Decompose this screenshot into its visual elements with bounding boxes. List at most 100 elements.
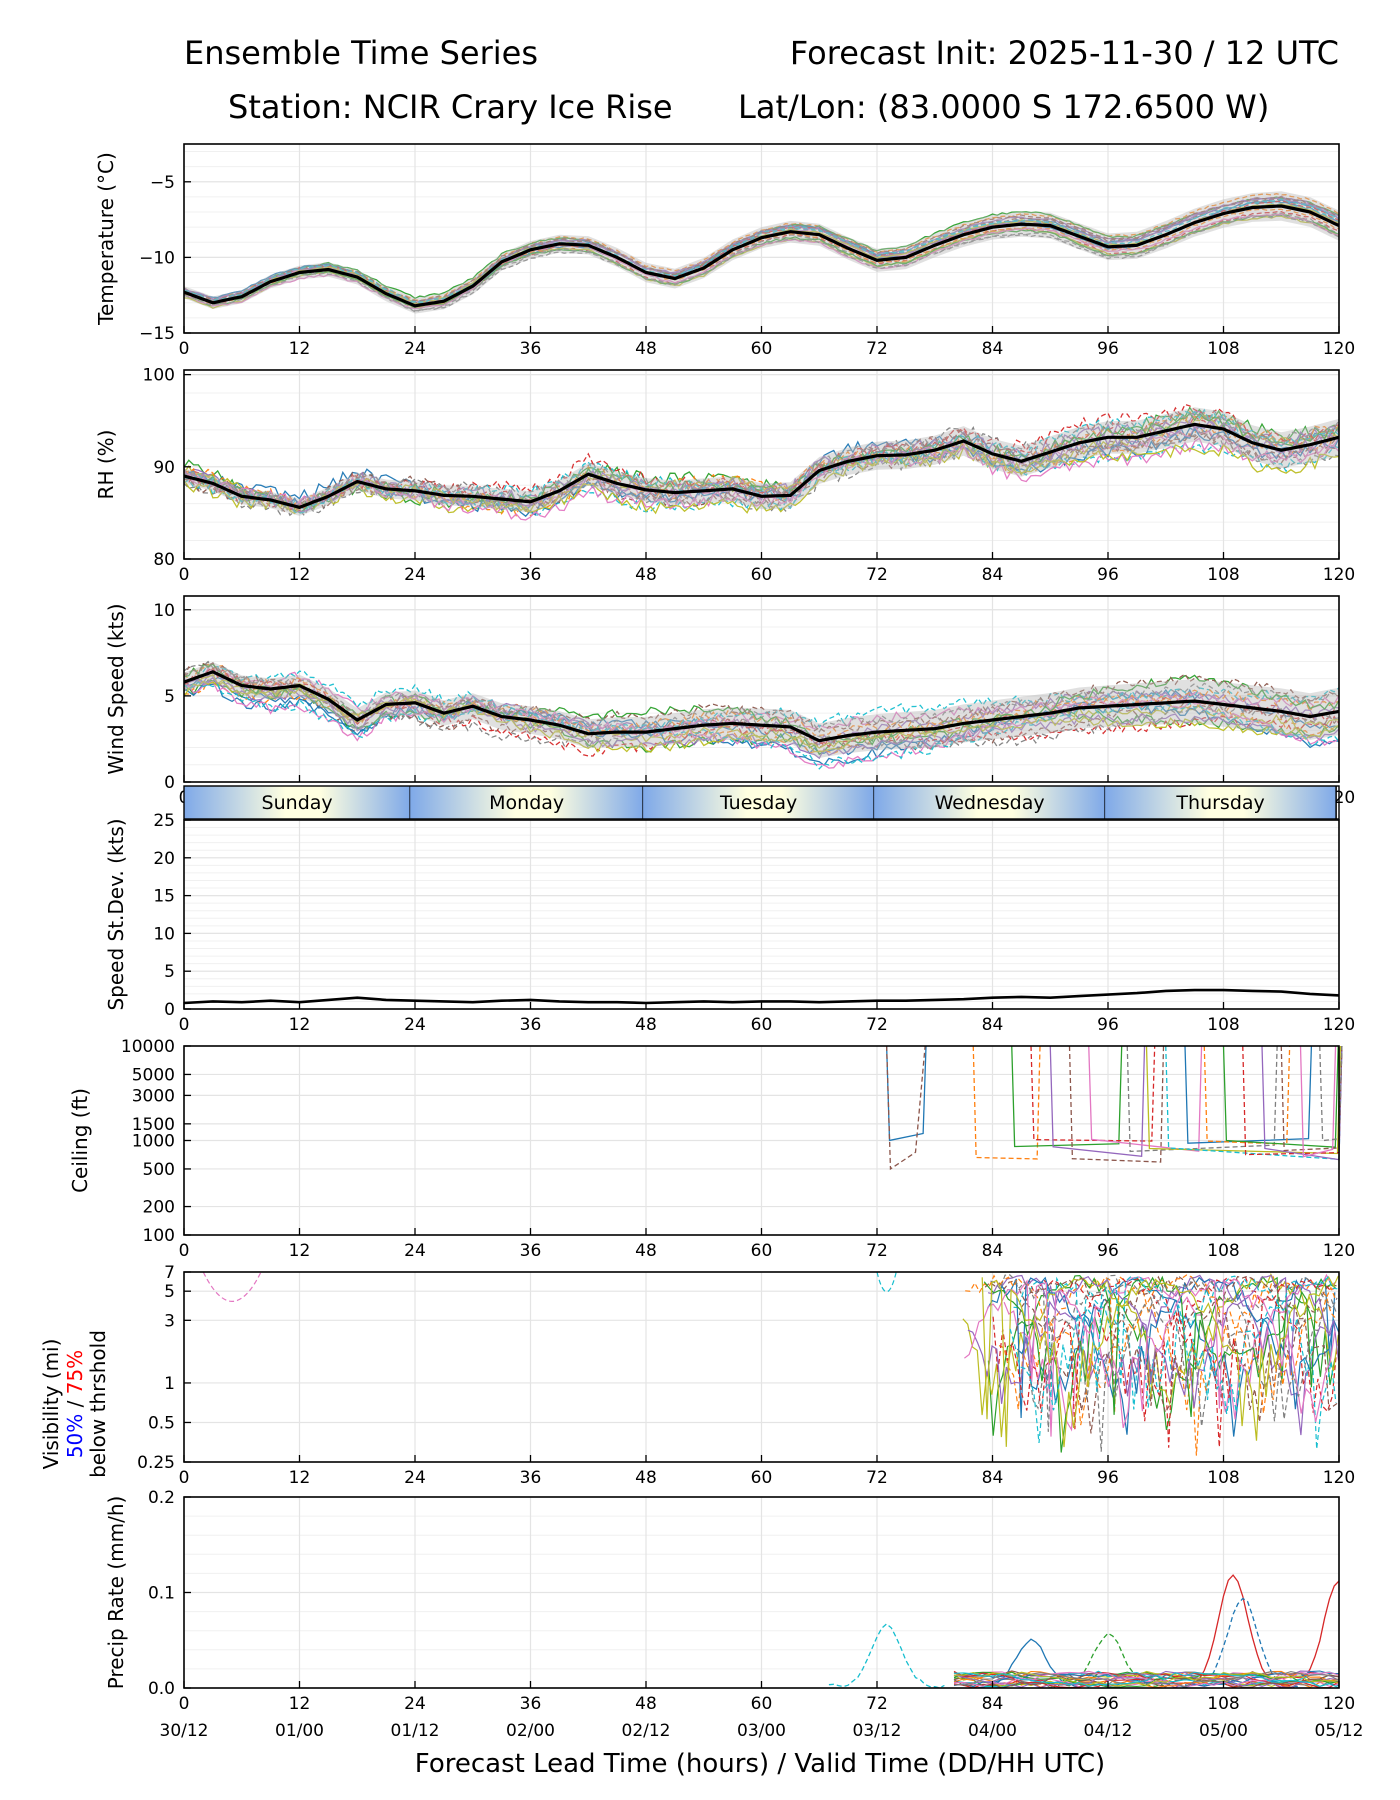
wind-member-line xyxy=(183,680,1340,753)
day-strip-segment xyxy=(184,786,411,819)
rh-xtick-label: 84 xyxy=(982,565,1004,585)
day-strip-segment xyxy=(643,786,875,819)
stdev-ytick-label: 20 xyxy=(153,849,175,869)
stdev-ytick-label: 0 xyxy=(164,1000,175,1020)
precip-ytick-label: 0.0 xyxy=(148,1679,175,1699)
visibility-xtick-label: 0 xyxy=(179,1468,190,1488)
rh-xtick-label: 0 xyxy=(179,565,190,585)
stdev-axes xyxy=(183,819,1340,1010)
rh-xtick-label: 48 xyxy=(635,565,657,585)
precip-member-line xyxy=(1280,1580,1340,1689)
temperature-xtick-label: 72 xyxy=(866,339,888,359)
precip-xtick-label: 60 xyxy=(751,1694,773,1714)
wind-ytick-label: 5 xyxy=(164,687,175,707)
visibility-member-line xyxy=(990,1274,1338,1452)
visibility-members xyxy=(202,1271,1340,1456)
ceiling-ytick-label: 10000 xyxy=(121,1037,175,1057)
valid-time-label: 05/00 xyxy=(1199,1721,1248,1741)
wind-member-line xyxy=(183,663,1340,734)
precip-member-line xyxy=(953,1670,1340,1689)
stdev-xtick-label: 48 xyxy=(635,1015,657,1035)
visibility-xtick-label: 24 xyxy=(404,1468,426,1488)
precip-xtick-label: 84 xyxy=(982,1694,1004,1714)
ceiling-member-line xyxy=(1011,1045,1123,1148)
visibility-member-line xyxy=(876,1271,897,1293)
wind-spread-band xyxy=(184,662,1339,758)
day-strip-segment xyxy=(874,786,1106,819)
visibility-xtick-label: 108 xyxy=(1207,1468,1239,1488)
visibility-ylabel-line1: Visibility (mi) xyxy=(39,1339,63,1470)
stdev-xtick-label: 84 xyxy=(982,1015,1004,1035)
rh-members xyxy=(183,403,1340,521)
valid-time-label: 04/12 xyxy=(1084,1721,1133,1741)
forecast-init: Forecast Init: 2025-11-30 / 12 UTC xyxy=(790,34,1339,72)
stdev-ylabel: Speed St.Dev. (kts) xyxy=(104,818,128,1010)
stdev-xtick-label: 108 xyxy=(1207,1015,1239,1035)
visibility-ytick-label: 0.25 xyxy=(137,1453,175,1473)
ceiling-ytick-label: 1000 xyxy=(132,1132,175,1152)
ceiling-xtick-label: 60 xyxy=(751,1241,773,1261)
temperature-xtick-label: 48 xyxy=(635,339,657,359)
valid-time-label: 03/00 xyxy=(737,1721,786,1741)
ceiling-xtick-label: 108 xyxy=(1207,1241,1239,1261)
valid-time-label: 30/12 xyxy=(160,1721,209,1741)
visibility-member-line xyxy=(983,1275,1336,1453)
ceiling-xtick-label: 36 xyxy=(520,1241,542,1261)
precip-member-line xyxy=(953,1671,1340,1689)
precip-ytick-label: 0.2 xyxy=(148,1488,175,1508)
visibility-ytick-label: 7 xyxy=(164,1263,175,1283)
stdev-xtick-label: 60 xyxy=(751,1015,773,1035)
visibility-xtick-label: 48 xyxy=(635,1468,657,1488)
visibility-ytick-label: 0.5 xyxy=(148,1413,175,1433)
visibility-member-line xyxy=(202,1271,262,1302)
wind-member-line xyxy=(183,676,1340,760)
stdev-xtick-label: 72 xyxy=(866,1015,888,1035)
ceiling-xtick-label: 0 xyxy=(179,1241,190,1261)
rh-ytick-label: 80 xyxy=(153,550,175,570)
visibility-xtick-label: 72 xyxy=(866,1468,888,1488)
wind-ylabel: Wind Speed (kts) xyxy=(104,603,128,774)
valid-time-label: 02/12 xyxy=(622,1721,671,1741)
temperature-xtick-label: 0 xyxy=(179,339,190,359)
ceiling-member-line xyxy=(1088,1045,1203,1152)
ceiling-member-line xyxy=(1242,1045,1343,1156)
temperature-xtick-label: 12 xyxy=(289,339,311,359)
precip-member-line xyxy=(828,1623,945,1689)
rh-ensemble-mean-line xyxy=(183,422,1340,510)
stdev-xtick-label: 24 xyxy=(404,1015,426,1035)
day-label: Thursday xyxy=(1175,792,1264,814)
ceiling-member-line xyxy=(1126,1045,1278,1153)
visibility-member-line xyxy=(981,1275,1339,1448)
visibility-member-line xyxy=(964,1278,1336,1437)
ceiling-member-line xyxy=(885,1045,927,1142)
wind-members xyxy=(183,660,1340,770)
ceiling-xtick-label: 24 xyxy=(404,1241,426,1261)
temperature-ytick-label: −5 xyxy=(150,173,175,193)
wind-member-line xyxy=(183,662,1340,733)
visibility-xtick-label: 60 xyxy=(751,1468,773,1488)
temperature-member-line xyxy=(183,198,1340,304)
valid-time-label: 04/00 xyxy=(968,1721,1017,1741)
visibility-member-line xyxy=(1009,1275,1338,1444)
p75-label: 75% xyxy=(63,1350,87,1394)
precip-xtick-label: 0 xyxy=(179,1694,190,1714)
visibility-ytick-label: 5 xyxy=(164,1282,175,1302)
wind-member-line xyxy=(183,660,1340,752)
temperature-xtick-label: 108 xyxy=(1207,339,1239,359)
ceiling-ylabel: Ceiling (ft) xyxy=(68,1088,92,1193)
ceiling-axes xyxy=(183,1045,1340,1236)
stdev-line xyxy=(183,988,1340,1005)
ceiling-member-line xyxy=(885,1045,926,1171)
rh-spread-band xyxy=(184,407,1339,516)
temperature-xtick-label: 96 xyxy=(1097,339,1119,359)
day-label: Wednesday xyxy=(935,792,1045,814)
stdev-xtick-label: 0 xyxy=(179,1015,190,1035)
ceiling-ytick-label: 3000 xyxy=(132,1086,175,1106)
visibility-member-line xyxy=(986,1276,1340,1435)
ceiling-member-line xyxy=(1030,1045,1156,1142)
stdev-xtick-label: 120 xyxy=(1323,1015,1355,1035)
visibility-ylabel-line2: 50% / 75% xyxy=(63,1350,87,1458)
temperature-xtick-label: 60 xyxy=(751,339,773,359)
stdev-ytick-label: 5 xyxy=(164,962,175,982)
precip-axes xyxy=(183,1496,1340,1689)
